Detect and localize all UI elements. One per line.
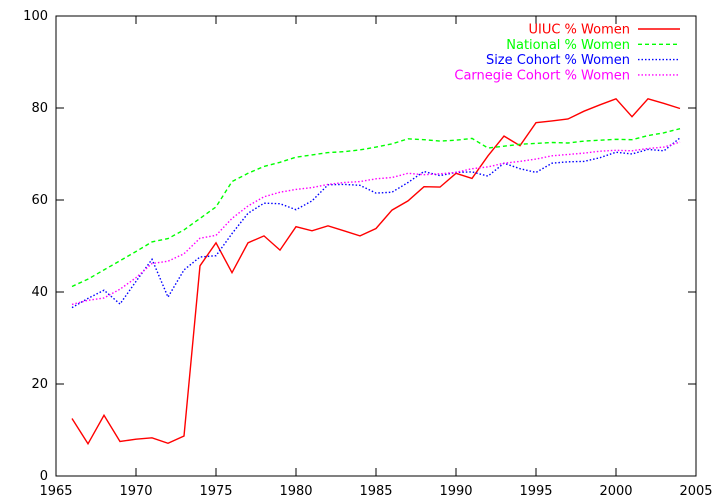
x-tick-label: 1995 [519,484,552,499]
series-lines [71,97,681,446]
y-tick-label: 100 [23,9,48,24]
x-tick-label: 1985 [359,484,392,499]
x-tick-label: 2000 [599,484,632,499]
axis-ticks: 0 20 40 60 80 100 1965 1970 1975 1980 1985 1990 1995… [23,9,712,499]
x-tick-label: 1975 [199,484,232,499]
x-tick-label: 1990 [439,484,472,499]
series-line-1 [71,128,681,288]
x-tick-label: 1965 [39,484,72,499]
plot-frame [55,15,697,477]
legend-label-2: Size Cohort % Women [486,53,630,68]
legend-label-1: National % Women [506,38,630,53]
series-line-3 [71,141,681,306]
y-tick-label: 80 [31,101,48,116]
y-tick-label: 40 [31,285,48,300]
series-line-0 [71,97,681,446]
x-tick-label: 1970 [119,484,152,499]
legend-label-3: Carnegie Cohort % Women [454,68,630,83]
y-tick-label: 60 [31,193,48,208]
legend-label-0: UIUC % Women [528,23,630,38]
y-tick-label: 20 [31,377,48,392]
x-tick-label: 1980 [279,484,312,499]
y-tick-label: 0 [40,469,48,484]
series-line-2 [71,137,681,309]
x-tick-label: 2005 [679,484,712,499]
